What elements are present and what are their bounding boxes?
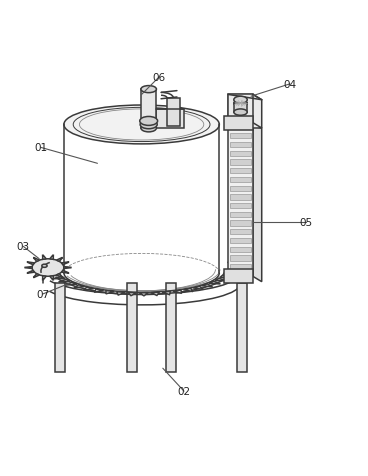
Bar — [230, 143, 251, 148]
Bar — [224, 270, 253, 284]
Text: 02: 02 — [177, 387, 191, 397]
Bar — [234, 104, 247, 113]
Polygon shape — [61, 271, 69, 274]
Polygon shape — [223, 273, 235, 275]
Ellipse shape — [234, 97, 247, 104]
Bar — [230, 256, 251, 261]
Polygon shape — [117, 292, 125, 296]
Bar — [230, 160, 251, 165]
Polygon shape — [228, 123, 262, 129]
Ellipse shape — [234, 100, 247, 108]
Bar — [127, 284, 137, 372]
Polygon shape — [50, 256, 53, 260]
Polygon shape — [47, 270, 59, 273]
Polygon shape — [215, 279, 227, 281]
Bar — [228, 95, 253, 123]
Text: 06: 06 — [153, 73, 166, 82]
Bar — [230, 204, 251, 209]
Polygon shape — [128, 293, 137, 296]
Polygon shape — [151, 293, 159, 296]
Text: 01: 01 — [34, 143, 47, 153]
Polygon shape — [25, 267, 32, 269]
Polygon shape — [27, 262, 35, 265]
Ellipse shape — [141, 87, 156, 93]
Polygon shape — [50, 276, 53, 280]
Polygon shape — [43, 276, 46, 280]
Bar — [230, 265, 251, 270]
Bar — [156, 109, 184, 129]
Polygon shape — [228, 95, 262, 129]
Polygon shape — [43, 256, 46, 260]
Polygon shape — [59, 280, 70, 282]
Polygon shape — [56, 274, 63, 278]
Polygon shape — [33, 274, 39, 278]
Polygon shape — [139, 293, 148, 296]
Polygon shape — [106, 291, 114, 294]
Polygon shape — [49, 274, 61, 276]
Bar — [230, 186, 251, 191]
Polygon shape — [220, 276, 231, 278]
Polygon shape — [66, 283, 77, 286]
Polygon shape — [56, 258, 63, 262]
Polygon shape — [253, 123, 262, 282]
Bar — [230, 221, 251, 226]
Bar — [230, 169, 251, 174]
Bar — [224, 116, 253, 130]
Text: 07: 07 — [36, 289, 49, 299]
Bar — [230, 195, 251, 200]
Bar — [230, 238, 251, 244]
Bar — [167, 99, 180, 127]
Polygon shape — [27, 271, 35, 274]
Polygon shape — [94, 289, 103, 293]
Polygon shape — [209, 282, 220, 284]
Ellipse shape — [141, 125, 156, 133]
Polygon shape — [162, 292, 170, 295]
Bar — [237, 284, 247, 372]
Bar — [230, 151, 251, 157]
Ellipse shape — [64, 106, 219, 145]
Text: 05: 05 — [299, 217, 312, 227]
Bar — [55, 284, 65, 372]
Ellipse shape — [32, 259, 64, 277]
Bar — [228, 123, 253, 277]
Text: 03: 03 — [17, 242, 30, 252]
Bar — [230, 212, 251, 218]
Polygon shape — [183, 289, 193, 292]
Polygon shape — [61, 262, 69, 265]
Bar — [230, 247, 251, 252]
Ellipse shape — [234, 109, 247, 116]
Bar — [166, 284, 176, 372]
Polygon shape — [173, 290, 181, 294]
Ellipse shape — [140, 117, 158, 126]
Ellipse shape — [140, 121, 157, 129]
Polygon shape — [64, 267, 71, 269]
Text: 04: 04 — [283, 79, 297, 89]
Polygon shape — [33, 258, 39, 262]
Bar — [230, 230, 251, 235]
Bar — [230, 134, 251, 139]
Polygon shape — [74, 285, 85, 288]
Bar — [141, 90, 156, 129]
Polygon shape — [53, 277, 65, 279]
Polygon shape — [193, 287, 203, 290]
Polygon shape — [201, 284, 213, 287]
Polygon shape — [84, 288, 94, 291]
Ellipse shape — [42, 265, 47, 268]
Bar — [230, 178, 251, 183]
